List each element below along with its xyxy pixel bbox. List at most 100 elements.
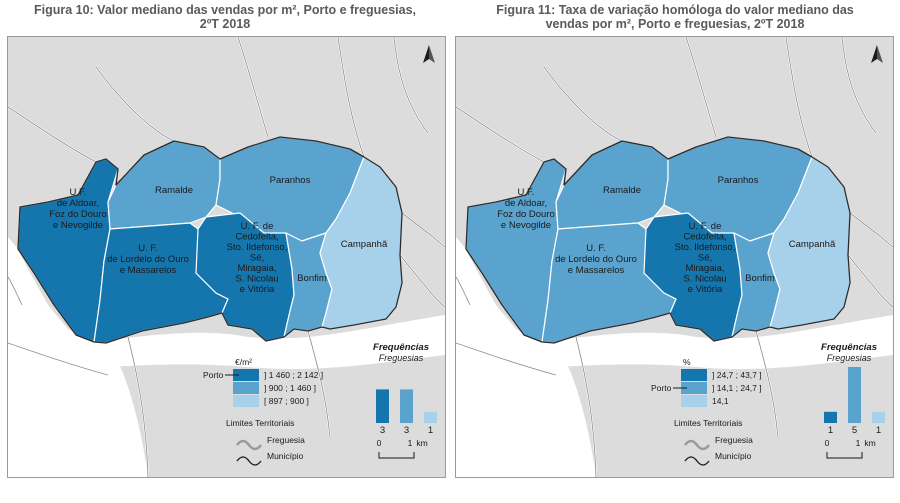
- municipio-boundary: [465, 136, 851, 344]
- label-cedofeita: Sé,: [698, 253, 712, 264]
- legend-swatch: [681, 382, 707, 394]
- legend-unit: €/m²: [235, 357, 252, 367]
- freguesia-boundary-line: [399, 254, 445, 308]
- label-ramalde: Ramalde: [155, 185, 193, 196]
- histogram-bar: [376, 389, 389, 423]
- freguesia-boundary-line: [8, 106, 97, 163]
- freguesia-boundary-line: [8, 276, 23, 306]
- scale-bar: [378, 452, 415, 459]
- municipio-limit-icon: [236, 456, 262, 466]
- legend-swatch: [233, 369, 259, 381]
- legend-class-label: ] 900 ; 1 460 ]: [264, 383, 316, 393]
- legend-class-label: [ 897 ; 900 ]: [264, 396, 309, 406]
- limits-title: Limites Territoriais: [226, 418, 294, 428]
- label-aldoar: e Nevogilde: [53, 220, 103, 231]
- label-campanha: Campanhã: [341, 239, 388, 250]
- label-cedofeita: U. F. de: [689, 221, 722, 232]
- label-lordelo: U. F.: [586, 243, 606, 254]
- label-cedofeita: Cedofeita,: [235, 232, 278, 243]
- label-aldoar: e Nevogilde: [501, 220, 551, 231]
- histogram-title: Frequências: [373, 342, 429, 353]
- limits-freguesia: Freguesia: [715, 435, 753, 445]
- legend-class-label: ] 24,7 ; 43,7 ]: [712, 370, 762, 380]
- freguesia-boundary-line: [456, 276, 471, 306]
- label-cedofeita: Cedofeita,: [683, 232, 726, 243]
- label-aldoar: de Aldoar,: [505, 198, 547, 209]
- label-lordelo: de Lordelo do Ouro: [555, 254, 637, 265]
- figure-11-title: Figura 11: Taxa de variação homóloga do …: [455, 3, 895, 31]
- freguesia-boundary-line: [337, 37, 365, 158]
- scale-one: 1: [408, 438, 413, 448]
- histogram-title: Frequências: [821, 342, 877, 353]
- label-cedofeita: Miragaia,: [237, 263, 276, 274]
- scale-unit: km: [864, 438, 875, 448]
- label-lordelo: e Massarelos: [120, 265, 177, 276]
- histogram-bar: [824, 411, 837, 423]
- municipio-boundary: [17, 136, 403, 344]
- freguesia-boundary-line: [95, 66, 175, 142]
- scale-zero: 0: [825, 438, 830, 448]
- histogram-bar: [424, 411, 437, 423]
- figure-10-title: Figura 10: Valor mediano das vendas por …: [10, 3, 440, 31]
- label-bonfim: Bonfim: [745, 273, 775, 284]
- freguesia-boundary-line: [8, 342, 109, 376]
- label-cedofeita: S. Nicolau: [235, 274, 278, 285]
- histogram-count: 1: [428, 425, 433, 436]
- freguesia-boundary-line: [401, 212, 445, 248]
- legend-porto-label: Porto: [203, 370, 224, 380]
- freguesia-boundary-line: [237, 37, 269, 138]
- freguesia-boundary-line: [785, 37, 813, 158]
- label-aldoar: de Aldoar,: [57, 198, 99, 209]
- label-cedofeita: Miragaia,: [685, 263, 724, 274]
- histogram-subtitle: Freguesias: [827, 353, 872, 363]
- freguesia-boundary-line: [307, 330, 331, 438]
- figure-11-title-line1: Figura 11: Taxa de variação homóloga do …: [496, 3, 854, 17]
- freguesia-boundary-line: [456, 342, 557, 376]
- label-aldoar: U.F.: [518, 187, 535, 198]
- scale-zero: 0: [377, 438, 382, 448]
- douro-river: [542, 315, 893, 370]
- freguesia-boundary-line: [543, 66, 623, 142]
- label-cedofeita: S. Nicolau: [683, 274, 726, 285]
- legend-swatch: [233, 395, 259, 407]
- legend-class-label: ] 1 460 ; 2 142 ]: [264, 370, 323, 380]
- scale-one: 1: [856, 438, 861, 448]
- atlantic-water: [8, 237, 148, 477]
- histogram-bar: [872, 411, 885, 423]
- label-campanha: Campanhã: [789, 239, 836, 250]
- histogram-count: 3: [380, 425, 385, 436]
- label-paranhos: Paranhos: [270, 175, 311, 186]
- histogram-count: 3: [404, 425, 409, 436]
- freguesia-limit-icon: [684, 439, 710, 451]
- freguesia-boundary-line: [755, 330, 779, 438]
- freguesia-boundary-line: [456, 106, 545, 163]
- label-cedofeita: Sto. Ildefonso,: [227, 242, 288, 253]
- freguesia-boundary-line: [575, 336, 597, 477]
- freguesia-limit-icon: [236, 439, 262, 451]
- histogram-count: 1: [876, 425, 881, 436]
- legend-swatch: [681, 369, 707, 381]
- freguesia-boundary-line: [456, 106, 545, 163]
- label-cedofeita: U. F. de: [241, 221, 274, 232]
- north-arrow-icon: [429, 45, 435, 63]
- legend-porto-label: Porto: [651, 383, 672, 393]
- atlantic-water: [456, 237, 596, 477]
- limits-municipio: Município: [715, 451, 752, 461]
- legend-class-label: 14,1: [712, 396, 729, 406]
- label-cedofeita: e Vitória: [240, 284, 275, 295]
- legend-unit: %: [683, 357, 691, 367]
- legend-class-label: ] 14,1 ; 24,7 ]: [712, 383, 762, 393]
- label-lordelo: de Lordelo do Ouro: [107, 254, 189, 265]
- figure-10-map: U.F. de Aldoar, Foz do Douro e Nevogilde Ram…: [7, 36, 446, 478]
- label-cedofeita: Sto. Ildefonso,: [675, 242, 736, 253]
- label-aldoar: Foz do Douro: [49, 209, 107, 220]
- label-lordelo: e Massarelos: [568, 265, 625, 276]
- municipio-limit-icon: [684, 456, 710, 466]
- figure-10-title-line2: 2ºT 2018: [199, 17, 251, 31]
- freguesia-boundary-line: [543, 66, 623, 142]
- douro-river: [94, 315, 445, 370]
- limits-title: Limites Territoriais: [674, 418, 742, 428]
- scale-bar: [826, 452, 863, 459]
